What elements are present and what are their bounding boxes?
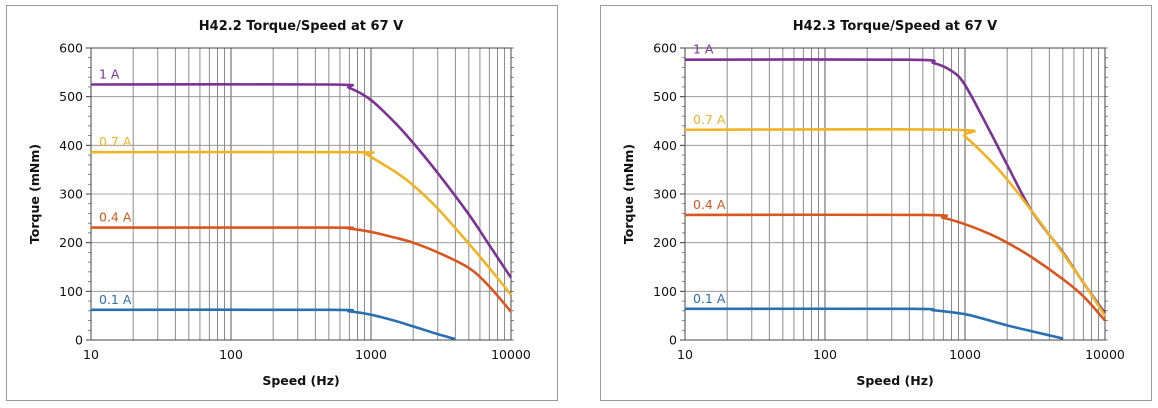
grid (680, 47, 1108, 341)
series-label-0-4-a: 0.4 A (99, 210, 132, 225)
x-tick-label: 10 (677, 347, 693, 362)
series-line-0-1-a (90, 308, 456, 341)
torque-speed-chart-h42-3: H42.3 Torque/Speed at 67 V 0 100 200 300 400 5… (621, 19, 1125, 388)
x-tick-label: 1000 (949, 347, 981, 362)
x-tick-label: 1000 (355, 347, 387, 362)
y-tick-label: 500 (59, 89, 83, 104)
series-line-0-4-a (684, 213, 1106, 322)
series-line-0-7-a (684, 127, 1107, 317)
y-tick-label: 600 (59, 41, 83, 56)
x-tick-label: 10 (83, 347, 99, 362)
plot-frame (90, 47, 512, 341)
y-tick-label: 100 (653, 284, 677, 299)
series-label-0-1-a: 0.1 A (693, 291, 726, 306)
x-axis-title: Speed (Hz) (262, 373, 339, 388)
series-label-0-7-a: 0.7 A (693, 112, 726, 127)
y-tick-label: 100 (59, 284, 83, 299)
x-tick-label: 100 (219, 347, 243, 362)
series-line-0-4-a (90, 226, 512, 313)
series-label-0-1-a: 0.1 A (99, 292, 132, 307)
grid (86, 47, 514, 341)
y-tick-label: 0 (669, 333, 677, 348)
y-axis-title: Torque (mNm) (621, 144, 636, 244)
y-tick-label: 200 (653, 235, 677, 250)
x-tick-label: 10000 (491, 347, 531, 362)
y-axis-title: Torque (mNm) (27, 144, 42, 244)
chart-title: H42.3 Torque/Speed at 67 V (793, 19, 997, 34)
y-tick-label: 300 (59, 187, 83, 202)
series-label-1-a: 1 A (693, 42, 714, 57)
series-line-0-7-a (90, 150, 513, 296)
y-tick-label: 400 (59, 138, 83, 153)
y-tick-label: 500 (653, 89, 677, 104)
series-line-1-a (684, 58, 1107, 314)
y-tick-label: 0 (75, 333, 83, 348)
series-line-1-a (90, 82, 513, 279)
x-axis-title: Speed (Hz) (856, 373, 933, 388)
y-tick-label: 300 (653, 187, 677, 202)
series-label-0-7-a: 0.7 A (99, 134, 132, 149)
series-label-1-a: 1 A (99, 67, 120, 82)
y-tick-label: 200 (59, 235, 83, 250)
series-label-0-4-a: 0.4 A (693, 197, 726, 212)
plot-frame (684, 47, 1106, 341)
chart-panel-h42-2: H42.2 Torque/Speed at 67 V 0 100 200 300 400 5… (6, 5, 558, 401)
series-line-0-1-a (684, 307, 1064, 340)
y-tick-label: 600 (653, 41, 677, 56)
chart-title: H42.2 Torque/Speed at 67 V (199, 19, 403, 34)
x-tick-label: 10000 (1085, 347, 1125, 362)
torque-speed-chart-h42-2: H42.2 Torque/Speed at 67 V 0 100 200 300 400 5… (27, 19, 531, 388)
x-tick-label: 100 (813, 347, 837, 362)
chart-panel-h42-3: H42.3 Torque/Speed at 67 V 0 100 200 300 400 5… (600, 5, 1152, 401)
y-tick-label: 400 (653, 138, 677, 153)
